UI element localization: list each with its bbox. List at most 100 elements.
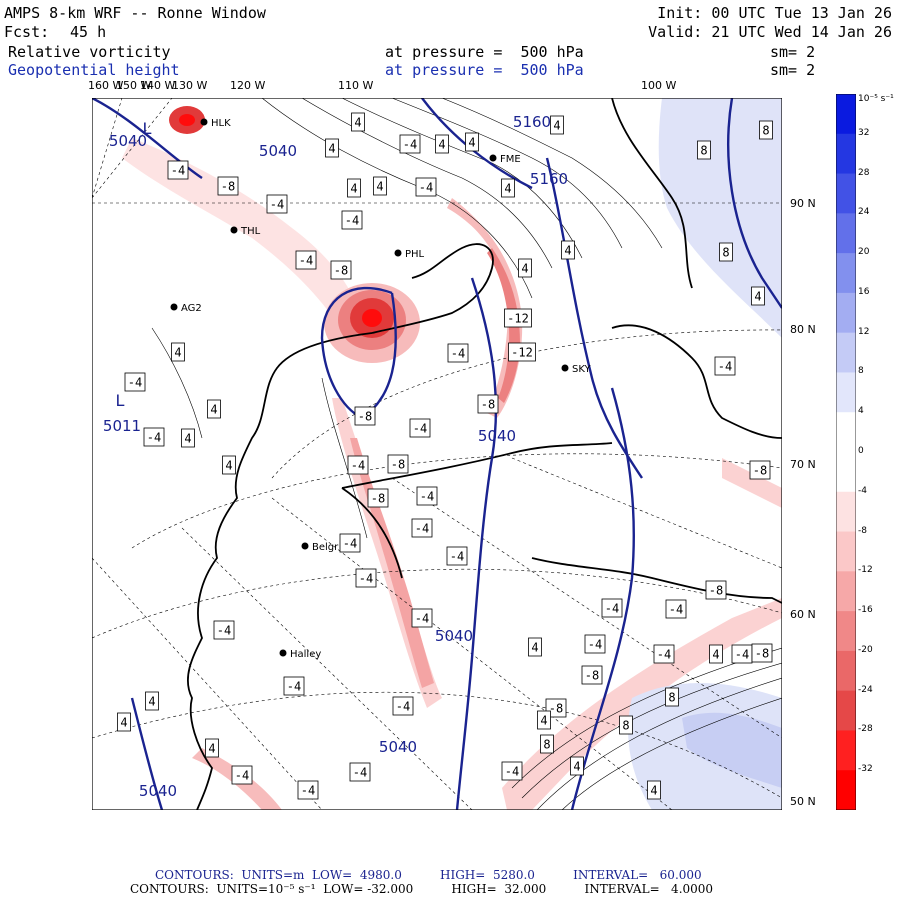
lat-label-70n: 70 N (790, 458, 816, 471)
vorticity-contour-label: -4 (283, 676, 305, 696)
vorticity-contour-label: -4 (584, 634, 606, 654)
vorticity-label-text: -12 (511, 346, 533, 360)
vorticity-label-text: 4 (354, 116, 361, 130)
vorticity-label-text: -4 (353, 766, 367, 780)
footer-vorticity-contours: CONTOURS: UNITS=10⁻⁵ s⁻¹ LOW= -32.000 HI… (130, 882, 714, 896)
vorticity-label-text: 4 (184, 432, 191, 446)
meridian-1 (92, 557, 323, 810)
low-pressure-label: L (143, 119, 152, 138)
vorticity-contour-label: 4 (171, 342, 185, 362)
height-contour-label: 5040 (478, 427, 516, 445)
vorticity-label-text: 4 (120, 716, 127, 730)
vorticity-label-text: -4 (217, 624, 231, 638)
vorticity-contour-label: -8 (705, 580, 727, 600)
vorticity-label-text: 4 (521, 262, 528, 276)
pos-vorticity-northeast (658, 98, 782, 338)
vorticity-label-text: -4 (351, 459, 365, 473)
vorticity-label-text: 4 (531, 641, 538, 655)
vorticity-label-text: 4 (650, 784, 657, 798)
colorbar-bin (836, 650, 856, 692)
vorticity-contour-label: 4 (181, 428, 195, 448)
vorticity-label-text: 4 (504, 182, 511, 196)
station-marker (394, 249, 402, 257)
neg-vorticity-band-east (447, 198, 523, 418)
antarctic-coastline-west (187, 332, 373, 810)
southern-coast (531, 557, 782, 604)
vorticity-contour-label: -4 (392, 696, 414, 716)
station-marker (200, 118, 208, 126)
vorticity-contour-label: -4 (415, 177, 437, 197)
field1-name: Relative vorticity (8, 43, 171, 61)
station-hlk: HLK (200, 118, 231, 129)
vorticity-label-text: 4 (468, 136, 475, 150)
colorbar-bin (836, 292, 856, 334)
vorticity-contour-label: 4 (465, 132, 479, 152)
colorbar-tick-label: 8 (858, 366, 864, 377)
station-label: SKY (572, 364, 592, 375)
vorticity-contour-label: 4 (373, 176, 387, 196)
vorticity-label-text: -4 (287, 680, 301, 694)
vorticity-label-text: -4 (451, 347, 465, 361)
vorticity-label-text: -4 (345, 214, 359, 228)
vorticity-label-text: 8 (722, 246, 729, 260)
vorticity-label-text: 4 (225, 459, 232, 473)
colorbar-bin (836, 571, 856, 612)
vorticity-label-text: -4 (396, 700, 410, 714)
colorbar-tick-label: -24 (858, 684, 873, 695)
station-marker (301, 542, 309, 550)
vorticity-label-text: 8 (622, 719, 629, 733)
station-label: Belgr (312, 542, 339, 553)
colorbar-tick-label: -32 (858, 764, 873, 775)
colorbar-tick-label: 32 (858, 127, 870, 138)
colorbar-bin (836, 133, 856, 175)
colorbar-bin (836, 770, 856, 810)
vorticity-contour-label: -8 (751, 643, 773, 663)
height-contour-label: 5040 (259, 142, 297, 160)
footer-height-contours: CONTOURS: UNITS=m LOW= 4980.0 HIGH= 5280… (155, 868, 702, 882)
neg-vorticity-band-east-edge (722, 458, 782, 508)
vorticity-label-text: -4 (413, 422, 427, 436)
vorticity-label-text: -8 (221, 180, 235, 194)
lon-label-140w: 140 W (140, 79, 176, 92)
colorbar-tick-label: 24 (858, 207, 870, 218)
vorticity-contour-label: -4 (409, 418, 431, 438)
lon-label-130w: 130 W (172, 79, 208, 92)
vorticity-label-text: -4 (605, 602, 619, 616)
vort-contour-2 (301, 98, 553, 269)
vorticity-contour-label: -4 (601, 598, 623, 618)
vorticity-contour-label: -4 (399, 134, 421, 154)
low-pressure-label: L (116, 391, 125, 410)
height-contour-west (130, 697, 164, 810)
vorticity-label-text: 4 (328, 142, 335, 156)
vorticity-contour-label: -4 (341, 210, 363, 230)
vorticity-contour-label: -4 (731, 644, 753, 664)
vorticity-label-text: -8 (585, 669, 599, 683)
title: AMPS 8-km WRF -- Ronne Window (4, 4, 266, 22)
lat-label-60n: 60 N (790, 608, 816, 621)
vorticity-contour-label: -4 (411, 608, 433, 628)
vorticity-contour-label: 4 (561, 240, 575, 260)
lon-label-160w: 160 W (88, 79, 124, 92)
vorticity-contour-label: -4 (167, 160, 189, 180)
vorticity-label-text: 4 (540, 714, 547, 728)
vorticity-label-text: 4 (564, 244, 571, 258)
vorticity-label-text: -4 (735, 648, 749, 662)
vorticity-contour-label: -4 (411, 518, 433, 538)
colorbar (836, 94, 856, 810)
hlk-vortex-core (179, 114, 195, 126)
vorticity-label-text: -4 (669, 603, 683, 617)
station-phl: PHL (394, 249, 425, 260)
vorticity-label-text: -4 (505, 765, 519, 779)
station-marker (561, 364, 569, 372)
vorticity-label-text: -4 (657, 648, 671, 662)
colorbar-bin (836, 611, 856, 652)
vorticity-contour-label: 4 (709, 644, 723, 664)
height-contour-label: 5040 (379, 738, 417, 756)
vorticity-contour-label: 8 (619, 715, 633, 735)
vorticity-contour-label: -8 (581, 665, 603, 685)
vorticity-label-text: -4 (415, 612, 429, 626)
vorticity-label-text: 4 (376, 180, 383, 194)
meridian-5 (511, 457, 782, 569)
vorticity-contour-label: -4 (653, 644, 675, 664)
